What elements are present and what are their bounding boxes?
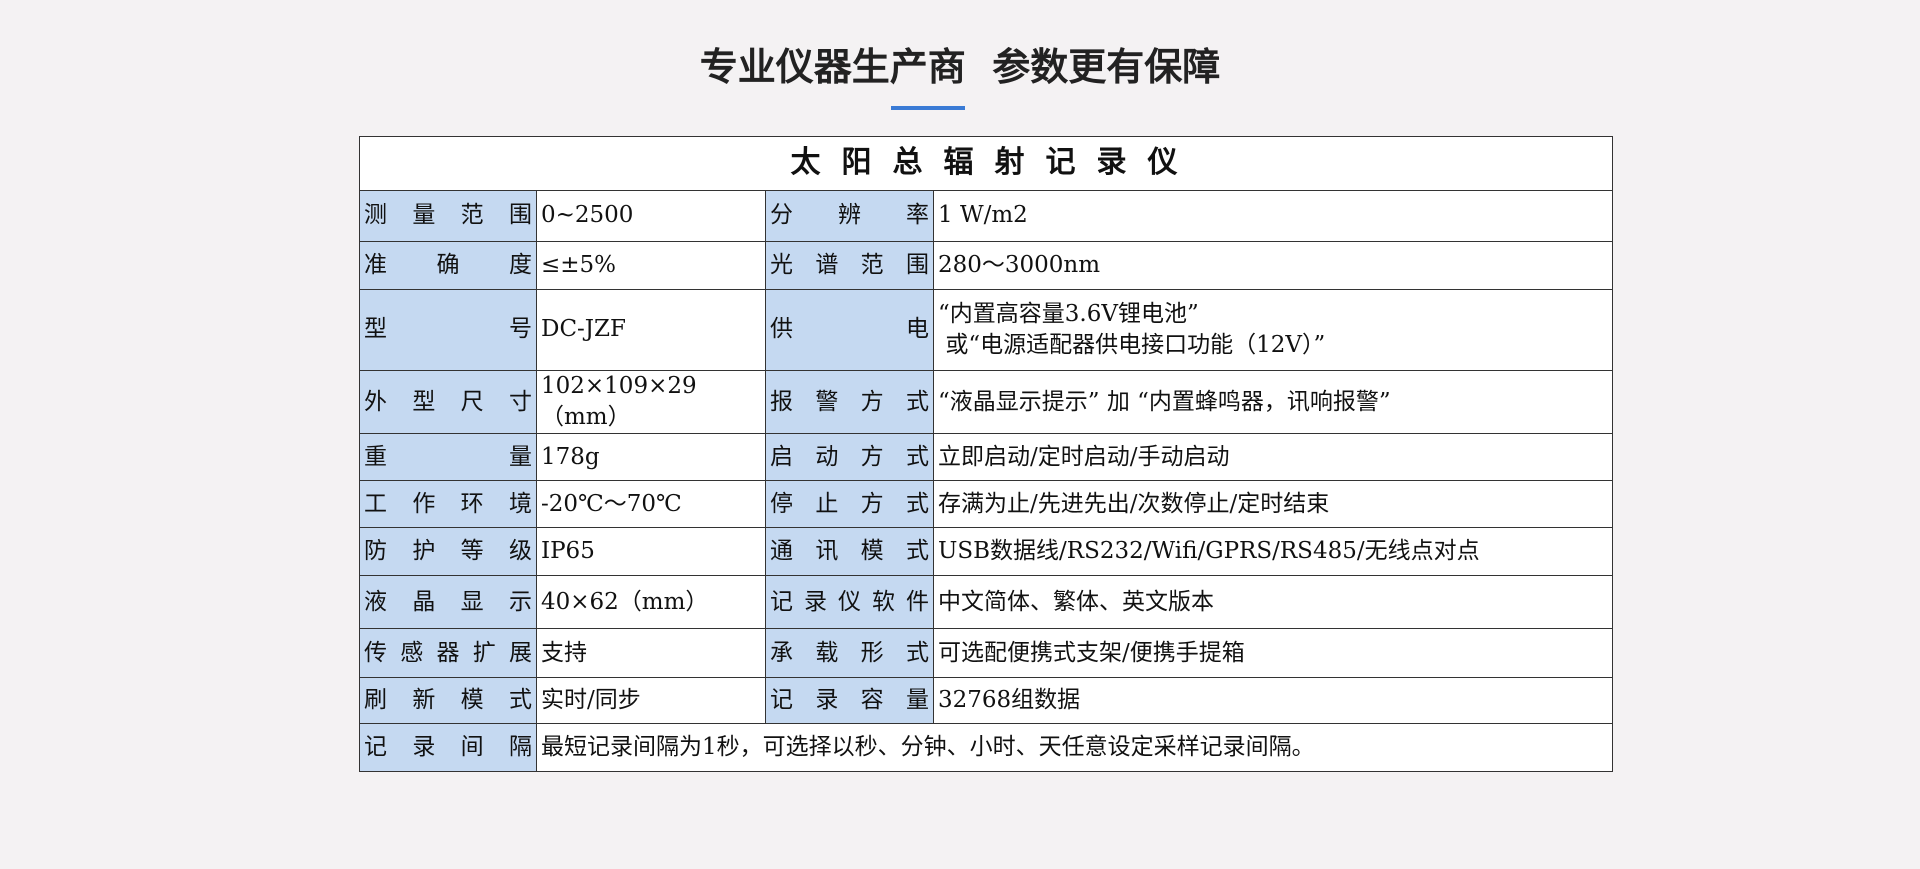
row-value: 178g bbox=[536, 433, 766, 482]
row-value: IP65 bbox=[536, 527, 766, 577]
row-value: 可选配便携式支架/便携手提箱 bbox=[933, 628, 1613, 679]
row-label: 测量范围 bbox=[359, 190, 537, 242]
row-value: 280～3000nm bbox=[933, 241, 1613, 290]
table-title-row: 太阳总辐射记录仪 bbox=[359, 136, 1613, 191]
row-label: 型号 bbox=[359, 289, 537, 371]
row-label: 准确度 bbox=[359, 241, 537, 290]
table-row: 外型尺寸 102×109×29（mm） 报警方式 “液晶显示提示” 加 “内置蜂鸣器，… bbox=[359, 369, 1613, 435]
row-label: 记录容量 bbox=[765, 677, 934, 725]
table-row: 型号 DC-JZF 供电 “内置高容量3.6V锂电池” 或“电源适配器供电接口功能（1… bbox=[359, 289, 1613, 371]
table-row: 刷新模式 实时/同步 记录容量 32768组数据 bbox=[359, 677, 1613, 725]
row-value: ≤±5% bbox=[536, 241, 766, 290]
row-value: USB数据线/RS232/Wifi/GPRS/RS485/无线点对点 bbox=[933, 527, 1613, 577]
row-label: 工作环境 bbox=[359, 480, 537, 529]
row-label: 记录间隔 bbox=[359, 723, 537, 773]
table-row: 记录间隔 最短记录间隔为1秒，可选择以秒、分钟、小时、天任意设定采样记录间隔。 bbox=[359, 723, 1613, 773]
title-underline bbox=[891, 106, 965, 110]
row-value: 40×62（mm） bbox=[536, 575, 766, 630]
row-label: 记录仪软件 bbox=[765, 575, 934, 630]
page-title: 专业仪器生产商 参数更有保障 bbox=[699, 45, 1221, 89]
row-label: 重量 bbox=[359, 433, 537, 482]
row-value: DC-JZF bbox=[536, 289, 766, 371]
table-row: 重量 178g 启动方式 立即启动/定时启动/手动启动 bbox=[359, 433, 1613, 482]
row-value: 实时/同步 bbox=[536, 677, 766, 725]
row-label: 启动方式 bbox=[765, 433, 934, 482]
table-row: 液晶显示 40×62（mm） 记录仪软件 中文简体、繁体、英文版本 bbox=[359, 575, 1613, 630]
row-value: 32768组数据 bbox=[933, 677, 1613, 725]
table-title: 太阳总辐射记录仪 bbox=[359, 136, 1613, 191]
row-value: 102×109×29（mm） bbox=[536, 369, 766, 435]
row-label: 光谱范围 bbox=[765, 241, 934, 290]
row-label: 防护等级 bbox=[359, 527, 537, 577]
row-value: 0~2500 bbox=[536, 190, 766, 242]
table-row: 准确度 ≤±5% 光谱范围 280～3000nm bbox=[359, 241, 1613, 290]
row-value: 中文简体、繁体、英文版本 bbox=[933, 575, 1613, 630]
row-value: 存满为止/先进先出/次数停止/定时结束 bbox=[933, 480, 1613, 529]
row-label: 停止方式 bbox=[765, 480, 934, 529]
table-row: 传感器扩展 支持 承载形式 可选配便携式支架/便携手提箱 bbox=[359, 628, 1613, 679]
row-value: “内置高容量3.6V锂电池” 或“电源适配器供电接口功能（12V）” bbox=[933, 289, 1613, 371]
row-value: 支持 bbox=[536, 628, 766, 679]
spec-table: 太阳总辐射记录仪 测量范围 0~2500 分辨率 1 W/m2 准确度 ≤±5% 光谱范围 28… bbox=[359, 136, 1613, 773]
row-value: 最短记录间隔为1秒，可选择以秒、分钟、小时、天任意设定采样记录间隔。 bbox=[536, 723, 1613, 773]
row-label: 供电 bbox=[765, 289, 934, 371]
row-label: 外型尺寸 bbox=[359, 369, 537, 435]
row-label: 报警方式 bbox=[765, 369, 934, 435]
row-label: 液晶显示 bbox=[359, 575, 537, 630]
row-label: 分辨率 bbox=[765, 190, 934, 242]
row-label: 承载形式 bbox=[765, 628, 934, 679]
table-row: 防护等级 IP65 通讯模式 USB数据线/RS232/Wifi/GPRS/RS485… bbox=[359, 527, 1613, 577]
row-label: 刷新模式 bbox=[359, 677, 537, 725]
row-value: 立即启动/定时启动/手动启动 bbox=[933, 433, 1613, 482]
row-value: 1 W/m2 bbox=[933, 190, 1613, 242]
table-row: 工作环境 -20℃～70℃ 停止方式 存满为止/先进先出/次数停止/定时结束 bbox=[359, 480, 1613, 529]
row-value: -20℃～70℃ bbox=[536, 480, 766, 529]
row-label: 通讯模式 bbox=[765, 527, 934, 577]
row-label: 传感器扩展 bbox=[359, 628, 537, 679]
row-value: “液晶显示提示” 加 “内置蜂鸣器，讯响报警” bbox=[933, 369, 1613, 435]
table-row: 测量范围 0~2500 分辨率 1 W/m2 bbox=[359, 190, 1613, 242]
